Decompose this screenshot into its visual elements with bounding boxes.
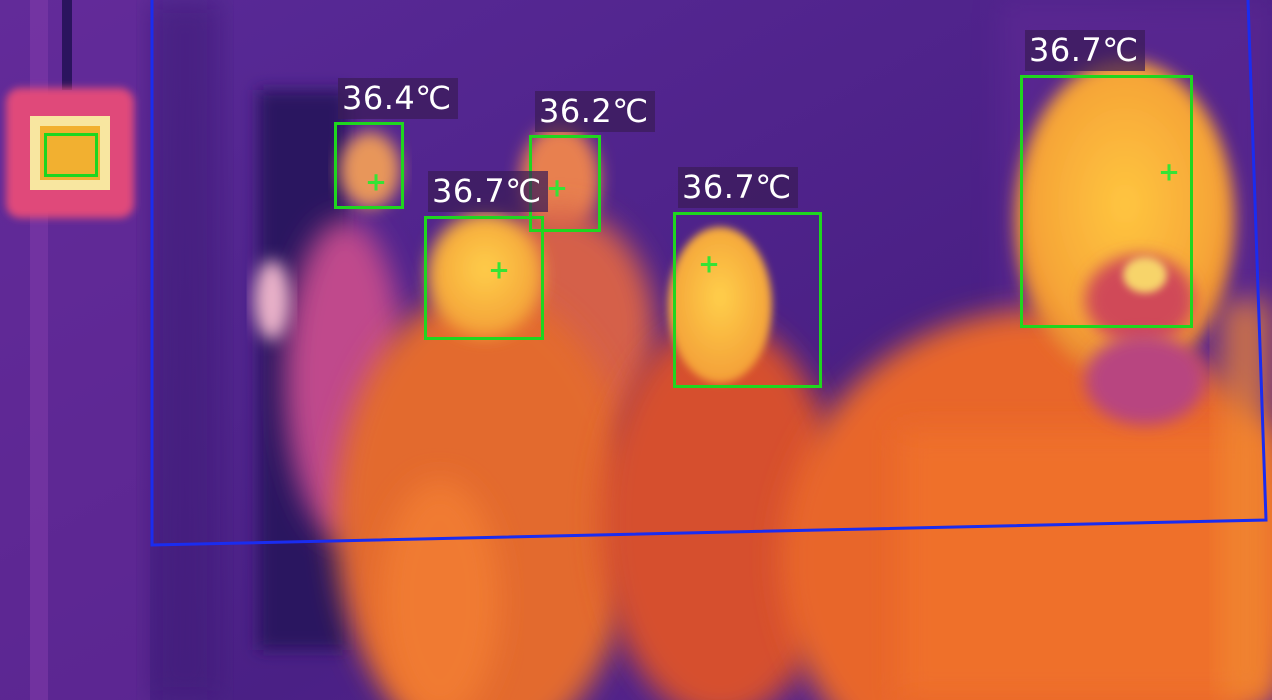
temperature-label: 36.7℃ xyxy=(1025,30,1145,71)
crosshair-icon: + xyxy=(488,255,510,286)
temperature-label: 36.2℃ xyxy=(535,91,655,132)
face-detection-box xyxy=(1020,75,1193,328)
crosshair-icon: + xyxy=(698,249,720,280)
reference-detection-box xyxy=(44,133,98,177)
face-detection-box xyxy=(334,122,404,209)
temperature-label: 36.4℃ xyxy=(338,78,458,119)
crosshair-icon: + xyxy=(1158,157,1180,188)
temperature-label: 36.7℃ xyxy=(428,171,548,212)
temperature-label: 36.7℃ xyxy=(678,167,798,208)
face-detection-box xyxy=(673,212,822,388)
crosshair-icon: + xyxy=(365,167,387,198)
crosshair-icon: + xyxy=(546,173,568,204)
face-detection-box xyxy=(424,216,544,340)
